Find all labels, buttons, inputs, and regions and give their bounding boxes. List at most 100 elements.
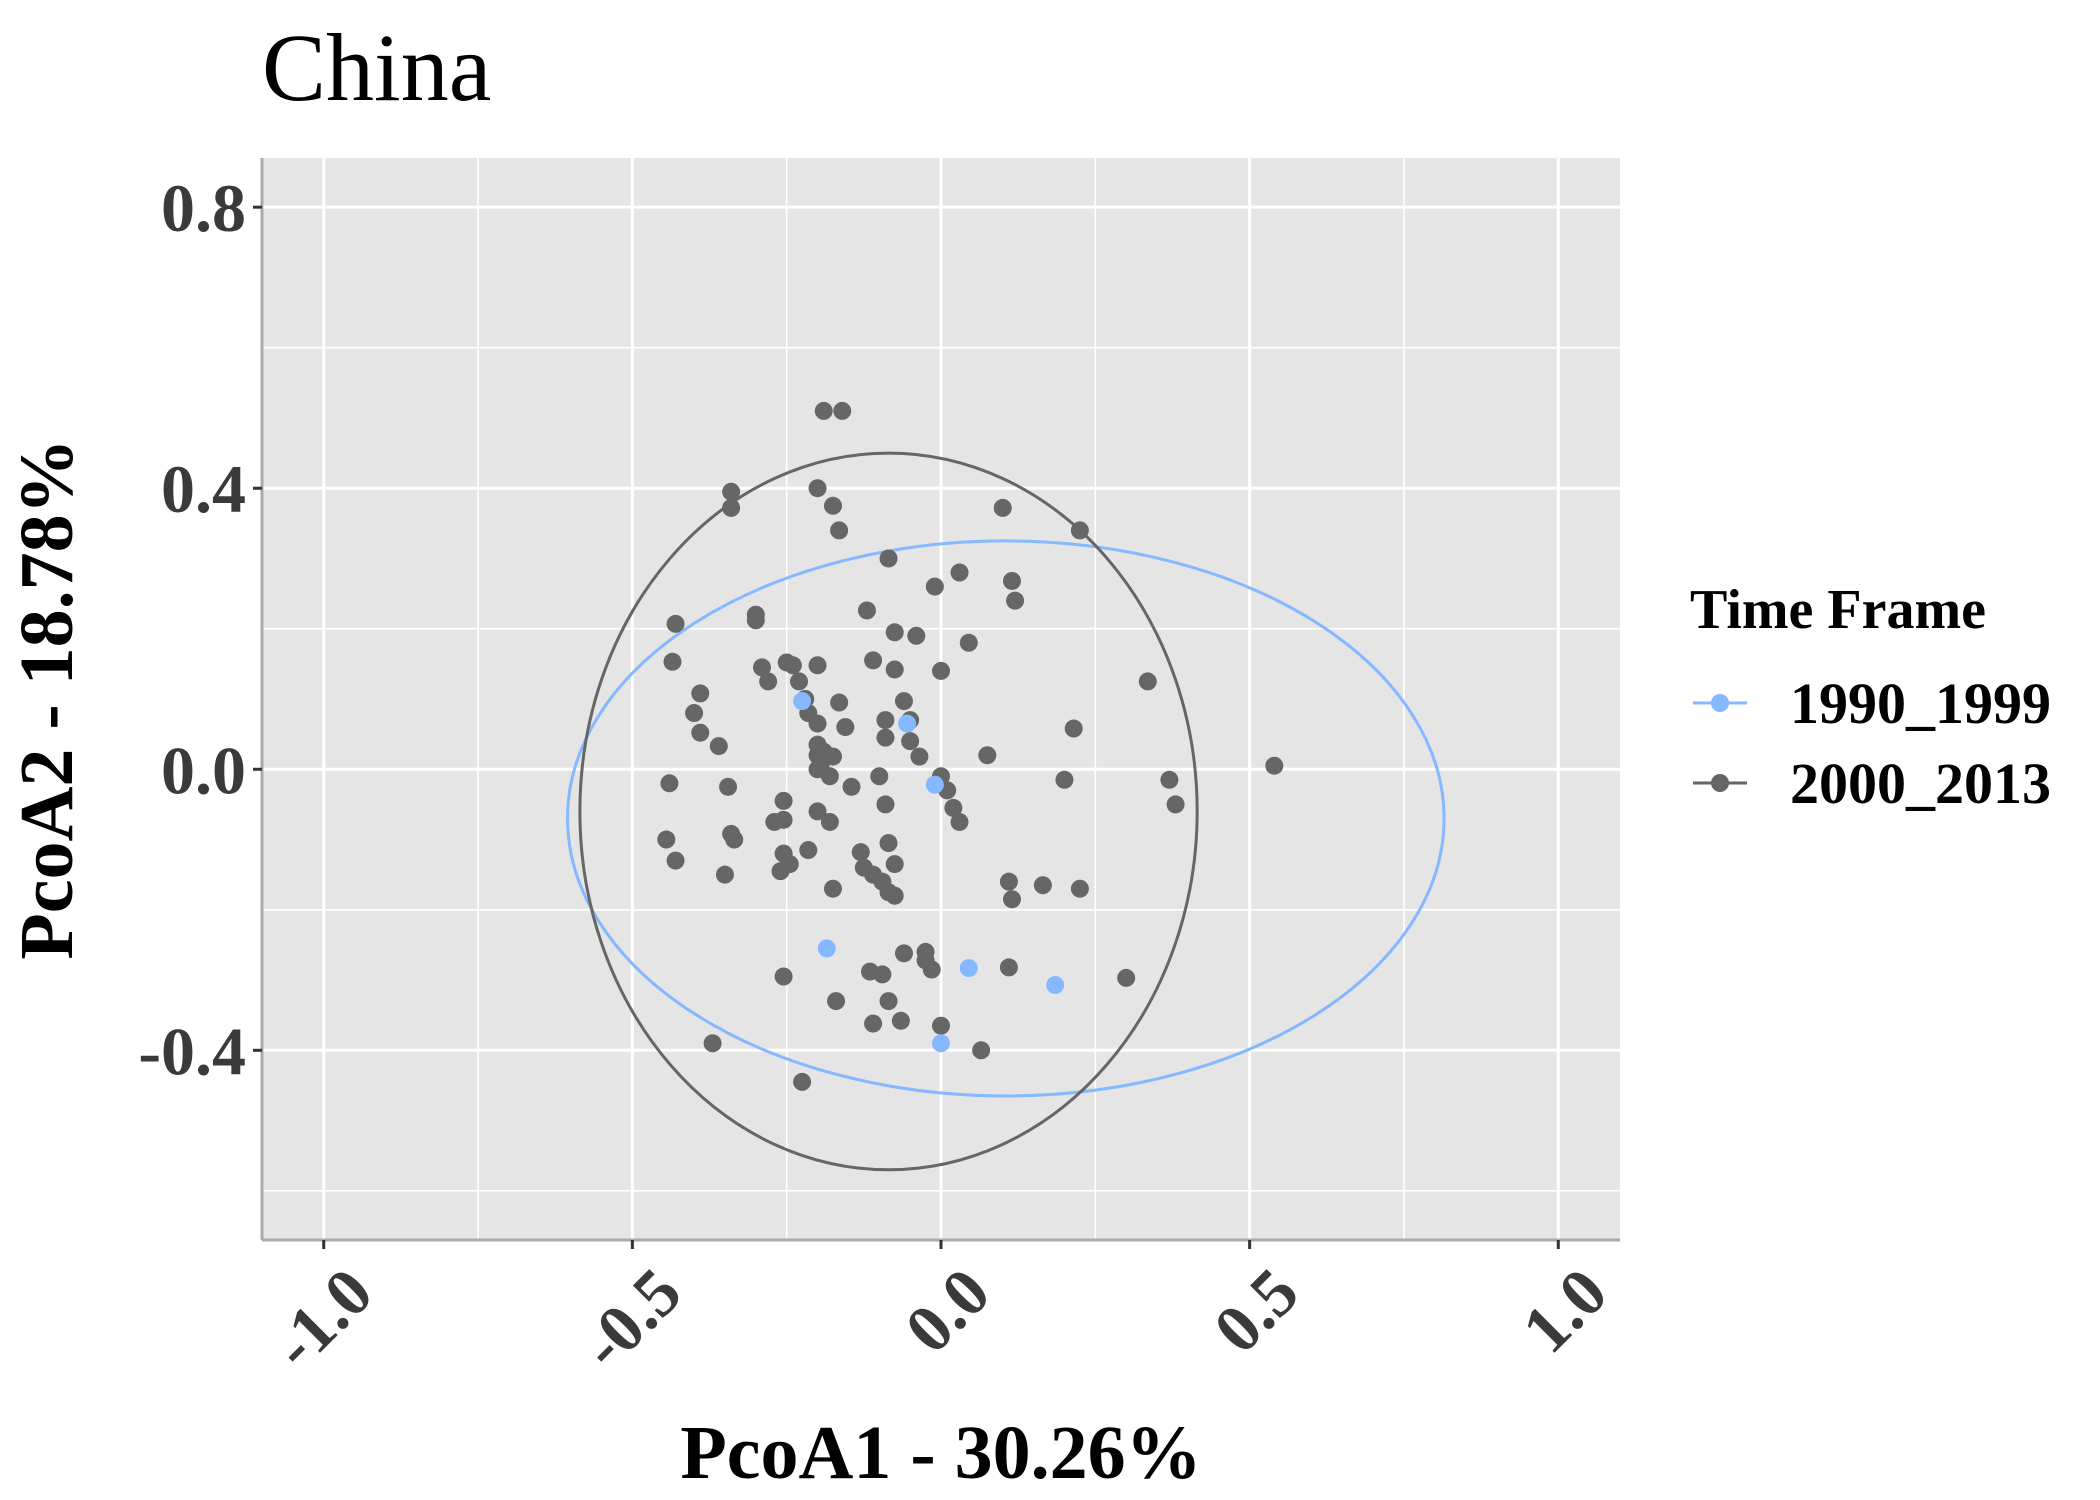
confidence-ellipses	[566, 451, 1446, 1172]
point-2000_2013	[1070, 879, 1089, 898]
point-2000_2013	[932, 661, 950, 680]
point-2000_2013	[870, 767, 889, 786]
x-tick-label: 0.0	[890, 1253, 1004, 1367]
point-2000_2013	[793, 1072, 812, 1091]
point-1990_1999	[793, 692, 812, 711]
ellipse-1990_1999	[566, 539, 1446, 1098]
point-2000_2013	[774, 791, 793, 810]
y-tick-label: 0.0	[161, 732, 246, 808]
point-1990_1999	[959, 959, 978, 978]
point-2000_2013	[685, 704, 704, 723]
point-1990_1999	[925, 775, 944, 794]
point-2000_2013	[709, 737, 728, 756]
point-2000_2013	[1002, 890, 1021, 909]
point-2000_2013	[999, 958, 1018, 977]
point-2000_2013	[885, 855, 904, 874]
legend-label-1990_1999: 1990_1999	[1790, 671, 2051, 736]
point-2000_2013	[820, 767, 839, 786]
point-2000_2013	[799, 841, 818, 860]
x-tick-label: -0.5	[566, 1253, 696, 1383]
point-1990_1999	[898, 714, 917, 733]
y-tick-label: 0.4	[161, 451, 246, 527]
point-2000_2013	[663, 652, 682, 671]
point-2000_2013	[993, 498, 1012, 517]
point-2000_2013	[891, 1011, 910, 1030]
legend-key-point-1990_1999	[1711, 694, 1729, 712]
point-2000_2013	[879, 834, 898, 853]
x-axis-label: PcoA1 - 30.26%	[680, 1411, 1201, 1495]
point-2000_2013	[922, 960, 941, 979]
point-2000_2013	[894, 944, 913, 963]
point-2000_2013	[823, 747, 842, 766]
legend-label-2000_2013: 2000_2013	[1790, 751, 2051, 816]
y-tick-label: 0.8	[161, 170, 246, 246]
point-2000_2013	[1160, 770, 1179, 789]
point-2000_2013	[759, 672, 778, 691]
point-2000_2013	[722, 498, 741, 517]
point-2000_2013	[783, 656, 802, 675]
point-2000_2013	[885, 886, 904, 905]
y-tick-label: -0.4	[138, 1013, 246, 1089]
point-2000_2013	[808, 479, 827, 498]
point-2000_2013	[1117, 968, 1136, 987]
point-2000_2013	[1033, 876, 1052, 895]
point-2000_2013	[907, 626, 926, 645]
point-2000_2013	[703, 1034, 722, 1053]
point-2000_2013	[1006, 591, 1025, 610]
point-2000_2013	[864, 1014, 883, 1033]
point-2000_2013	[808, 656, 827, 675]
point-2000_2013	[873, 965, 892, 984]
point-2000_2013	[752, 658, 771, 677]
point-2000_2013	[808, 802, 827, 821]
point-2000_2013	[1002, 571, 1021, 590]
point-2000_2013	[1265, 756, 1284, 775]
point-2000_2013	[691, 723, 710, 742]
point-2000_2013	[885, 660, 904, 679]
point-1990_1999	[932, 1034, 950, 1053]
point-1990_1999	[817, 939, 836, 958]
x-tick-label: 1.0	[1508, 1253, 1622, 1367]
point-2000_2013	[715, 865, 734, 884]
x-tick-label: 0.5	[1199, 1253, 1313, 1367]
point-2000_2013	[814, 401, 833, 420]
point-2000_2013	[771, 862, 790, 881]
point-2000_2013	[910, 747, 929, 766]
point-2000_2013	[666, 851, 685, 870]
data-points	[657, 401, 1284, 1091]
point-2000_2013	[944, 798, 963, 817]
point-2000_2013	[1070, 521, 1089, 540]
point-2000_2013	[1055, 770, 1074, 789]
point-2000_2013	[842, 777, 861, 796]
legend-title: Time Frame	[1690, 579, 1986, 641]
point-2000_2013	[833, 401, 852, 420]
point-2000_2013	[836, 718, 855, 737]
point-2000_2013	[660, 774, 679, 793]
point-2000_2013	[857, 601, 876, 620]
point-2000_2013	[950, 812, 969, 831]
point-2000_2013	[827, 992, 846, 1011]
point-2000_2013	[774, 810, 793, 829]
point-2000_2013	[657, 830, 676, 849]
legend-key-point-2000_2013	[1711, 774, 1729, 792]
point-2000_2013	[722, 482, 741, 501]
point-2000_2013	[823, 879, 842, 898]
point-2000_2013	[999, 872, 1018, 891]
point-2000_2013	[901, 732, 920, 751]
point-2000_2013	[820, 812, 839, 831]
chart-title: China	[262, 14, 491, 121]
point-2000_2013	[876, 728, 895, 747]
point-2000_2013	[725, 830, 744, 849]
point-2000_2013	[876, 711, 895, 730]
point-2000_2013	[876, 795, 895, 814]
point-2000_2013	[879, 549, 898, 568]
legend: Time Frame 1990_1999 2000_2013	[1690, 579, 2051, 816]
point-2000_2013	[950, 563, 969, 582]
point-2000_2013	[790, 672, 809, 691]
point-2000_2013	[959, 633, 978, 652]
point-2000_2013	[830, 521, 849, 540]
point-2000_2013	[1138, 672, 1157, 691]
point-2000_2013	[851, 843, 870, 862]
y-axis-label: PcoA2 - 18.78%	[5, 438, 89, 959]
ellipse-2000_2013	[578, 451, 1199, 1172]
